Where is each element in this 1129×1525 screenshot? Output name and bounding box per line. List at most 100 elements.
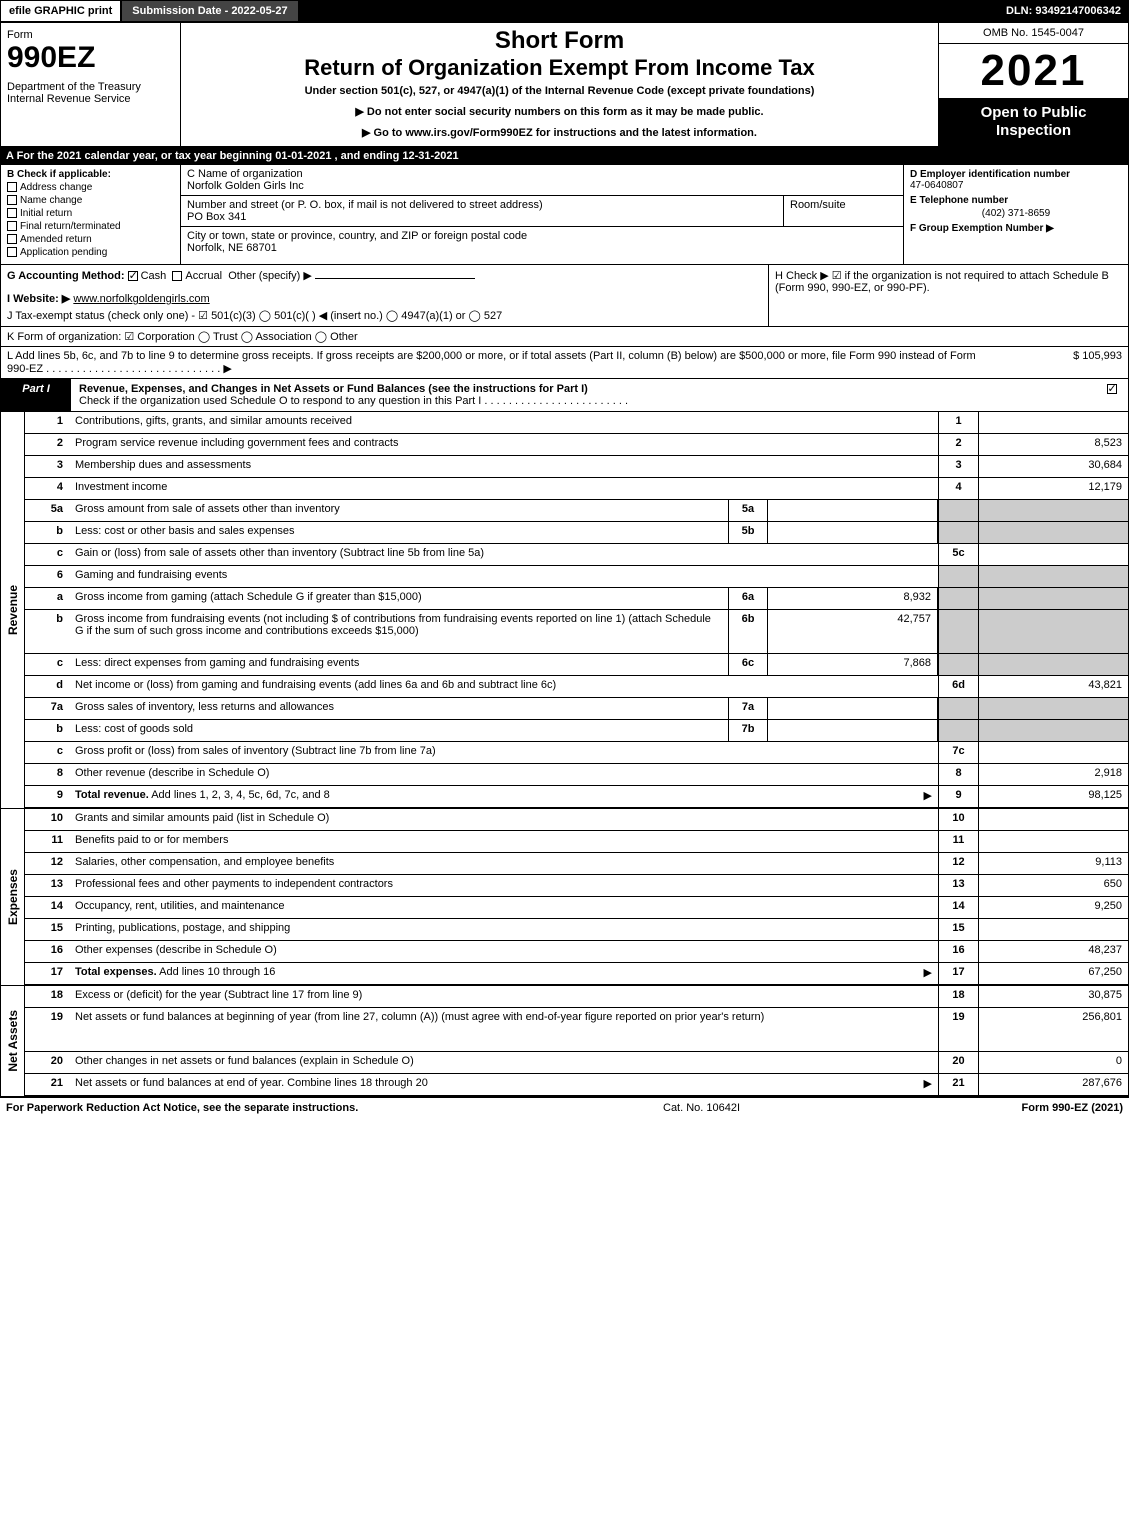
line-number: c xyxy=(25,654,69,675)
dln-label: DLN: 93492147006342 xyxy=(998,1,1129,21)
right-line-ref: 10 xyxy=(938,809,978,830)
line-row: 10Grants and similar amounts paid (list … xyxy=(1,809,1128,831)
mid-line-value xyxy=(768,522,938,543)
right-line-ref: 13 xyxy=(938,875,978,896)
right-line-ref: 18 xyxy=(938,986,978,1007)
line-description: Total revenue. Add lines 1, 2, 3, 4, 5c,… xyxy=(69,786,938,807)
line-number: 11 xyxy=(25,831,69,852)
chk-initial-return[interactable]: Initial return xyxy=(7,208,174,219)
right-line-value xyxy=(978,588,1128,609)
mid-line-ref: 6b xyxy=(728,610,768,653)
line-row: 21Net assets or fund balances at end of … xyxy=(1,1074,1128,1096)
line-description: Net assets or fund balances at beginning… xyxy=(69,1008,938,1051)
line-description: Gross income from fundraising events (no… xyxy=(69,610,728,653)
line-row: 14Occupancy, rent, utilities, and mainte… xyxy=(1,897,1128,919)
right-line-ref: 7c xyxy=(938,742,978,763)
right-line-ref: 20 xyxy=(938,1052,978,1073)
line-number: 21 xyxy=(25,1074,69,1095)
mid-line-ref: 5b xyxy=(728,522,768,543)
right-line-ref: 5c xyxy=(938,544,978,565)
chk-address-change[interactable]: Address change xyxy=(7,182,174,193)
right-line-ref: 2 xyxy=(938,434,978,455)
chk-accrual[interactable] xyxy=(172,271,182,281)
mid-line-value: 42,757 xyxy=(768,610,938,653)
line-number: 1 xyxy=(25,412,69,433)
city-label: City or town, state or province, country… xyxy=(187,230,897,242)
chk-name-change[interactable]: Name change xyxy=(7,195,174,206)
line-row: cGross profit or (loss) from sales of in… xyxy=(1,742,1128,764)
line-number: 12 xyxy=(25,853,69,874)
form-word: Form xyxy=(7,29,174,41)
right-line-value: 12,179 xyxy=(978,478,1128,499)
line-number: 10 xyxy=(25,809,69,830)
net-assets-section: Net Assets 18Excess or (deficit) for the… xyxy=(0,985,1129,1097)
line-description: Less: cost or other basis and sales expe… xyxy=(69,522,728,543)
open-inspection-badge: Open to Public Inspection xyxy=(939,98,1128,146)
line-description: Printing, publications, postage, and shi… xyxy=(69,919,938,940)
right-line-value xyxy=(978,831,1128,852)
row-j-tax-exempt: J Tax-exempt status (check only one) - ☑… xyxy=(7,309,762,322)
header-center: Short Form Return of Organization Exempt… xyxy=(181,23,938,146)
line-description: Less: direct expenses from gaming and fu… xyxy=(69,654,728,675)
i-label: I Website: ▶ xyxy=(7,293,70,305)
chk-final-return[interactable]: Final return/terminated xyxy=(7,221,174,232)
mid-line-value xyxy=(768,720,938,741)
line-number: 3 xyxy=(25,456,69,477)
right-line-ref: 6d xyxy=(938,676,978,697)
line-row: 6Gaming and fundraising events xyxy=(1,566,1128,588)
right-line-ref: 16 xyxy=(938,941,978,962)
right-line-value: 9,250 xyxy=(978,897,1128,918)
mid-line-value: 8,932 xyxy=(768,588,938,609)
g-other: Other (specify) ▶ xyxy=(228,270,312,282)
col-d-ids: D Employer identification number 47-0640… xyxy=(903,165,1128,264)
header-left: Form 990EZ Department of the Treasury In… xyxy=(1,23,181,146)
line-number: 19 xyxy=(25,1008,69,1051)
line-row: bLess: cost or other basis and sales exp… xyxy=(1,522,1128,544)
right-line-value xyxy=(978,809,1128,830)
right-line-value: 0 xyxy=(978,1052,1128,1073)
footer-left: For Paperwork Reduction Act Notice, see … xyxy=(6,1102,663,1114)
right-line-value xyxy=(978,742,1128,763)
line-row: 3Membership dues and assessments330,684 xyxy=(1,456,1128,478)
line-description: Net assets or fund balances at end of ye… xyxy=(69,1074,938,1095)
line-number: b xyxy=(25,610,69,653)
line-description: Other expenses (describe in Schedule O) xyxy=(69,941,938,962)
right-line-value: 256,801 xyxy=(978,1008,1128,1051)
line-description: Program service revenue including govern… xyxy=(69,434,938,455)
line-number: 9 xyxy=(25,786,69,807)
line-description: Gaming and fundraising events xyxy=(69,566,938,587)
website-link[interactable]: www.norfolkgoldengirls.com xyxy=(73,293,209,305)
section-bcd: B Check if applicable: Address change Na… xyxy=(0,165,1129,265)
line-number: 16 xyxy=(25,941,69,962)
right-line-ref: 19 xyxy=(938,1008,978,1051)
line-description: Salaries, other compensation, and employ… xyxy=(69,853,938,874)
street-label: Number and street (or P. O. box, if mail… xyxy=(187,199,777,211)
right-line-ref xyxy=(938,500,978,521)
right-line-ref xyxy=(938,588,978,609)
line-row: 2Program service revenue including gover… xyxy=(1,434,1128,456)
line-description: Less: cost of goods sold xyxy=(69,720,728,741)
line-number: a xyxy=(25,588,69,609)
right-line-value: 8,523 xyxy=(978,434,1128,455)
line-number: 8 xyxy=(25,764,69,785)
right-line-value: 67,250 xyxy=(978,963,1128,984)
line-row: 15Printing, publications, postage, and s… xyxy=(1,919,1128,941)
top-bar: efile GRAPHIC print Submission Date - 20… xyxy=(0,0,1129,22)
footer-catalog: Cat. No. 10642I xyxy=(663,1102,923,1114)
line-row: 19Net assets or fund balances at beginni… xyxy=(1,1008,1128,1052)
row-k-form-org: K Form of organization: ☑ Corporation ◯ … xyxy=(0,327,1129,347)
right-line-ref: 11 xyxy=(938,831,978,852)
group-exemption-label: F Group Exemption Number ▶ xyxy=(910,223,1122,234)
street-value: PO Box 341 xyxy=(187,211,777,223)
line-row: 9Total revenue. Add lines 1, 2, 3, 4, 5c… xyxy=(1,786,1128,808)
part1-schedule-o-check[interactable] xyxy=(1098,379,1128,411)
return-title: Return of Organization Exempt From Incom… xyxy=(189,55,930,81)
chk-application-pending[interactable]: Application pending xyxy=(7,247,174,258)
mid-line-ref: 7b xyxy=(728,720,768,741)
right-line-value xyxy=(978,412,1128,433)
chk-amended-return[interactable]: Amended return xyxy=(7,234,174,245)
chk-cash[interactable] xyxy=(128,271,138,281)
right-line-value xyxy=(978,698,1128,719)
line-description: Other revenue (describe in Schedule O) xyxy=(69,764,938,785)
line-number: c xyxy=(25,742,69,763)
